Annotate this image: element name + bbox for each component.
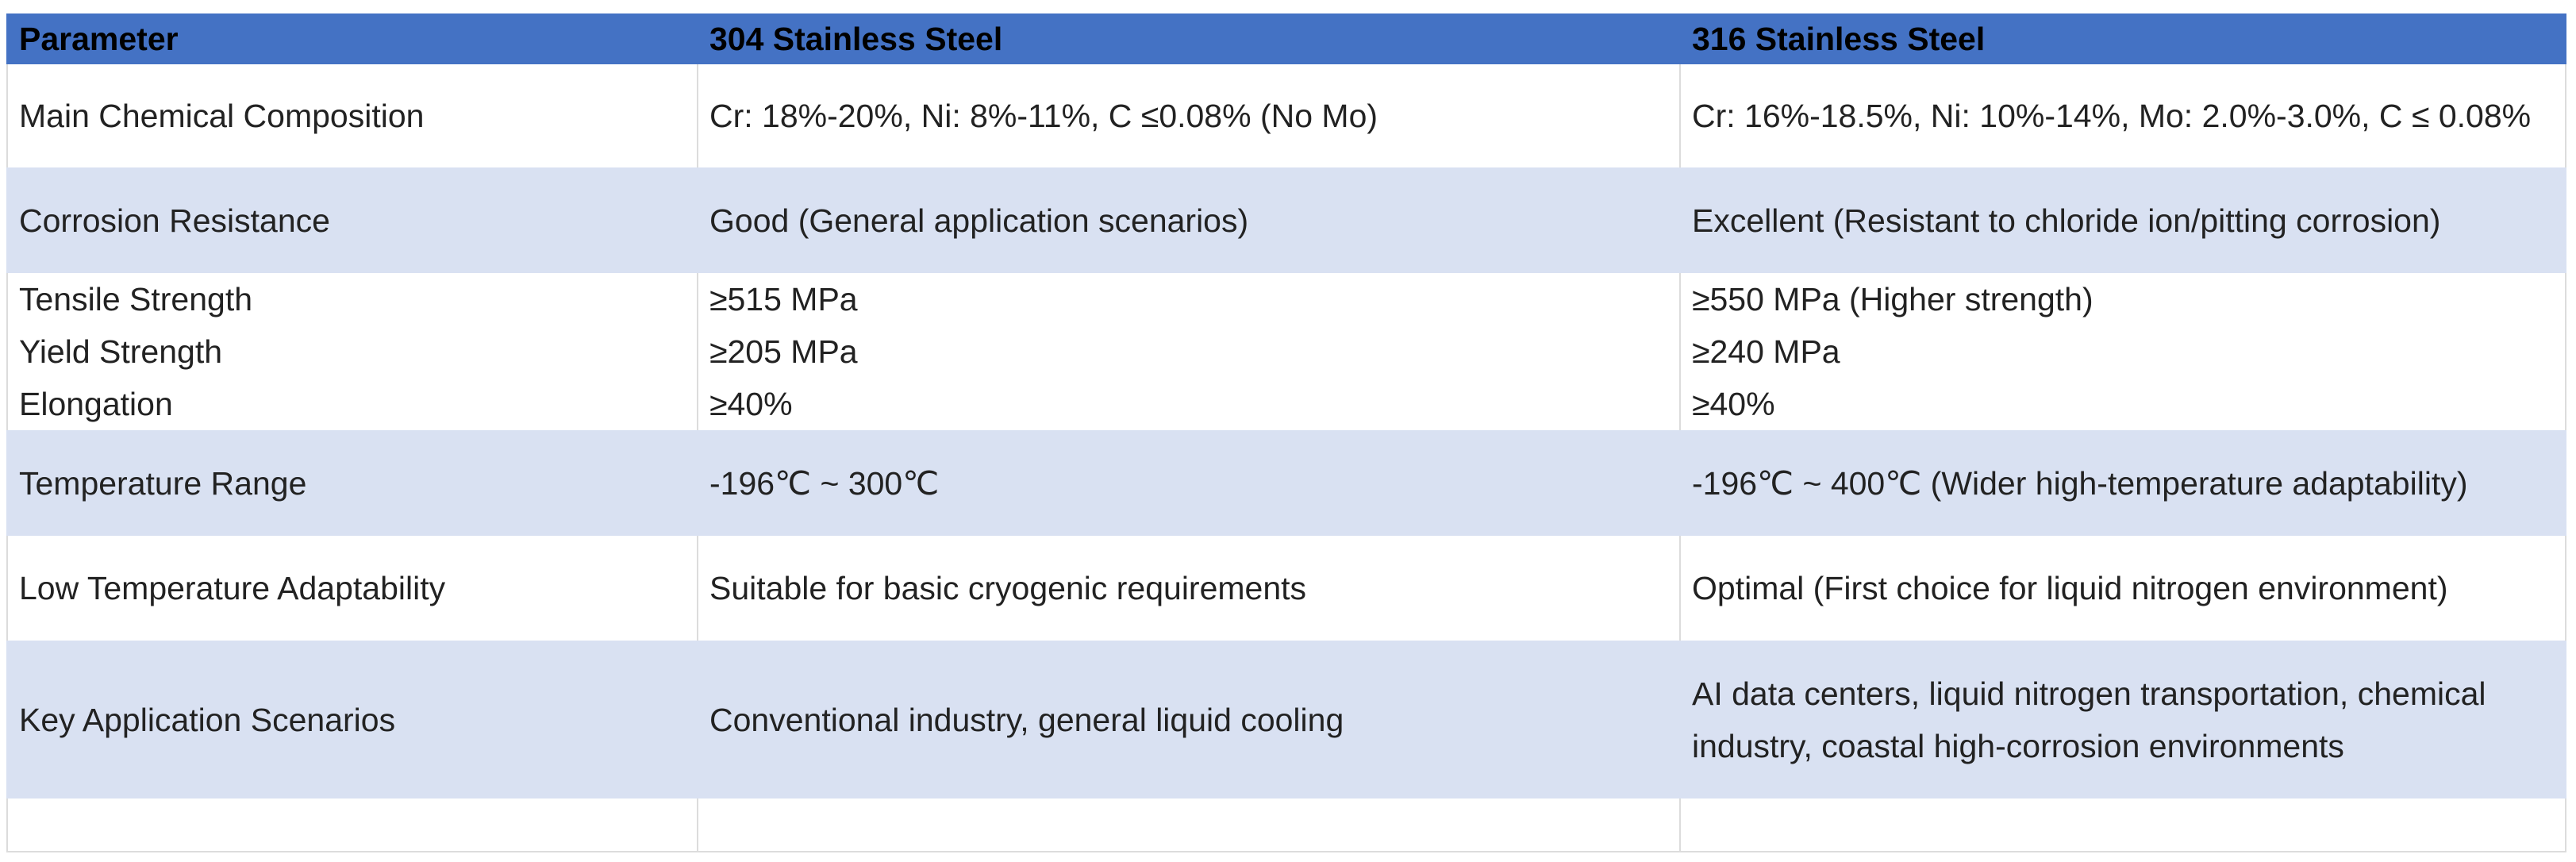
table-row: Low Temperature Adaptability Suitable for… xyxy=(6,536,2566,641)
parameter-cell: Tensile Strength xyxy=(6,273,698,325)
steel-304-cell: Cr: 18%-20%, Ni: 8%-11%, C ≤0.08% (No Mo… xyxy=(697,64,1681,167)
table-row xyxy=(6,799,2566,852)
steel-304-cell xyxy=(697,799,1681,852)
table-row: Main Chemical Composition Cr: 18%-20%, Ni… xyxy=(6,64,2566,167)
header-row: Parameter 304 Stainless Steel 316 Stainl… xyxy=(6,13,2566,64)
steel-304-cell: Good (General application scenarios) xyxy=(697,167,1681,273)
steel-304-cell: Conventional industry, general liquid co… xyxy=(697,641,1681,799)
parameter-cell: Corrosion Resistance xyxy=(6,167,698,273)
parameter-cell: Key Application Scenarios xyxy=(6,641,698,799)
parameter-cell: Main Chemical Composition xyxy=(6,64,698,167)
steel-316-cell: AI data centers, liquid nitrogen transpo… xyxy=(1679,641,2566,799)
header-316: 316 Stainless Steel xyxy=(1679,13,2566,64)
table-row: Tensile Strength ≥515 MPa ≥550 MPa (Higher… xyxy=(6,273,2566,325)
steel-316-cell: Optimal (First choice for liquid nitroge… xyxy=(1679,536,2566,641)
table-row: Temperature Range -196℃ ~ 300℃ -196℃ ~ 400… xyxy=(6,430,2566,536)
comparison-table: Parameter 304 Stainless Steel 316 Stainl… xyxy=(6,13,2566,852)
table-row: Yield Strength ≥205 MPa ≥240 MPa xyxy=(6,325,2566,378)
table-row: Elongation ≥40% ≥40% xyxy=(6,378,2566,430)
steel-316-cell: ≥240 MPa xyxy=(1679,325,2566,378)
steel-316-cell: Excellent (Resistant to chloride ion/pit… xyxy=(1679,167,2566,273)
parameter-cell: Low Temperature Adaptability xyxy=(6,536,698,641)
steel-304-cell: ≥515 MPa xyxy=(697,273,1681,325)
steel-316-cell: -196℃ ~ 400℃ (Wider high-temperature ada… xyxy=(1679,430,2566,536)
steel-304-cell: ≥40% xyxy=(697,378,1681,430)
steel-316-cell xyxy=(1679,799,2566,852)
steel-316-cell: ≥40% xyxy=(1679,378,2566,430)
steel-316-cell: Cr: 16%-18.5%, Ni: 10%-14%, Mo: 2.0%-3.0… xyxy=(1679,64,2566,167)
steel-304-cell: -196℃ ~ 300℃ xyxy=(697,430,1681,536)
parameter-cell: Elongation xyxy=(6,378,698,430)
steel-304-cell: Suitable for basic cryogenic requirement… xyxy=(697,536,1681,641)
parameter-cell xyxy=(6,799,698,852)
table-row: Key Application Scenarios Conventional in… xyxy=(6,641,2566,799)
steel-316-cell: ≥550 MPa (Higher strength) xyxy=(1679,273,2566,325)
table-row: Corrosion Resistance Good (General applic… xyxy=(6,167,2566,273)
parameter-cell: Temperature Range xyxy=(6,430,698,536)
parameter-cell: Yield Strength xyxy=(6,325,698,378)
steel-304-cell: ≥205 MPa xyxy=(697,325,1681,378)
header-304: 304 Stainless Steel xyxy=(697,13,1681,64)
header-parameter: Parameter xyxy=(6,13,698,64)
